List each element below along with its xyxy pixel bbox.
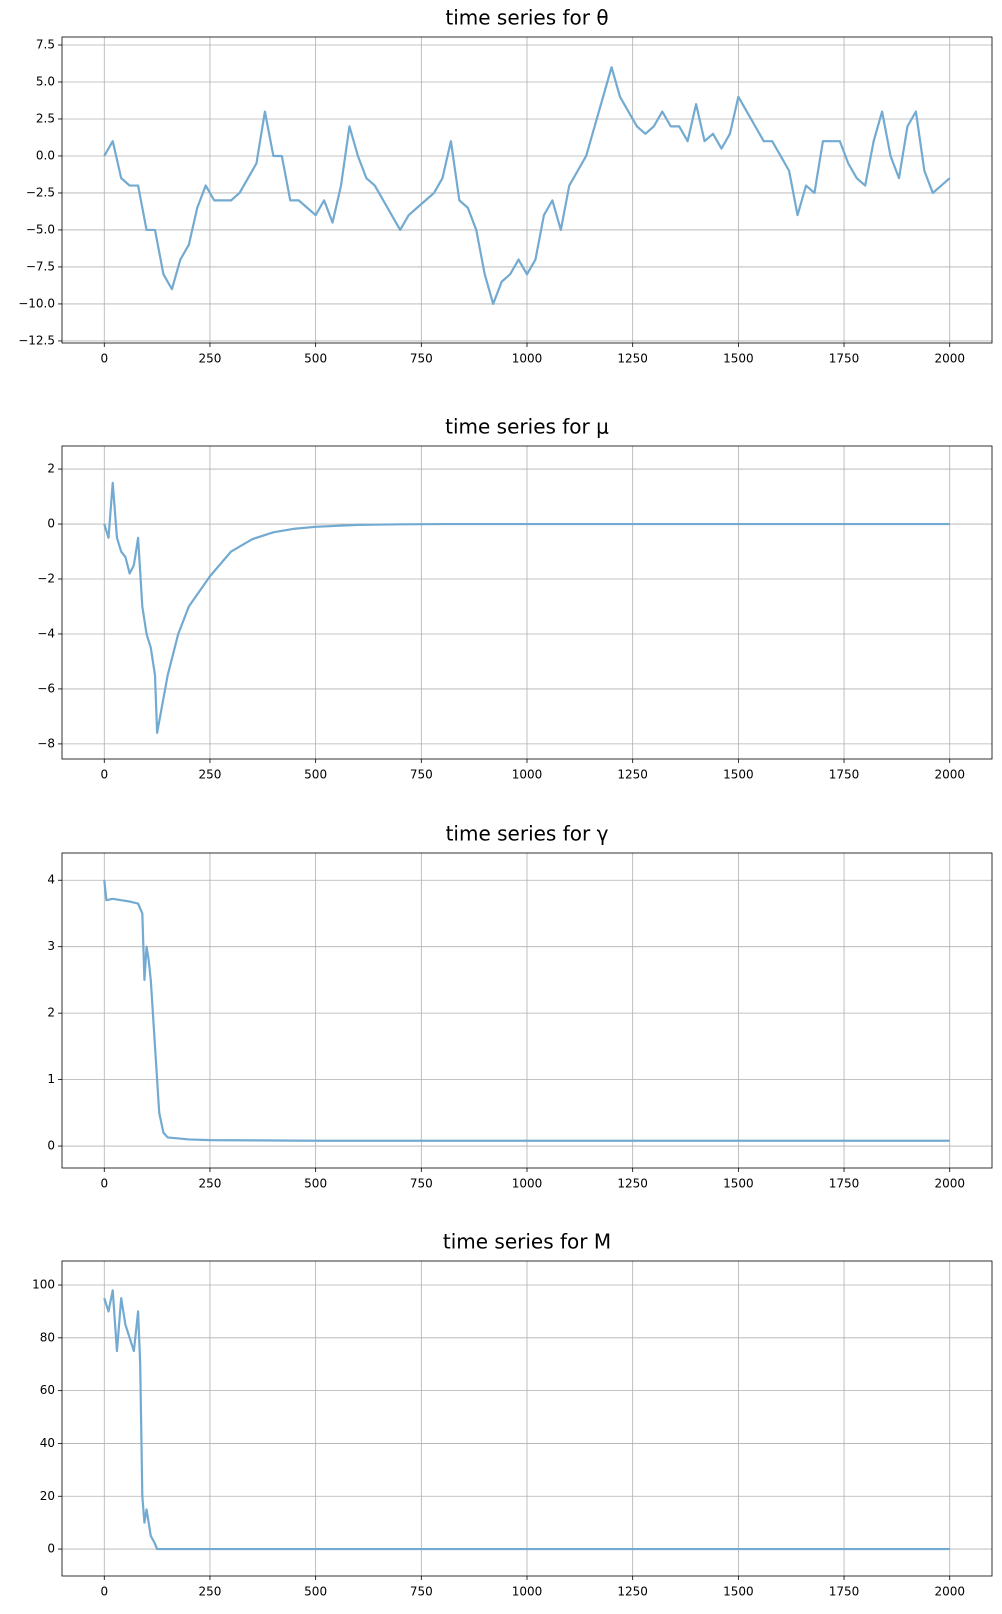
x-tick-label: 0 bbox=[100, 1177, 108, 1191]
chart-title: time series for θ bbox=[445, 6, 608, 30]
x-tick-label: 750 bbox=[410, 352, 433, 366]
x-tick-label: 1000 bbox=[512, 1585, 543, 1599]
x-tick-label: 500 bbox=[304, 1585, 327, 1599]
y-tick-label: 5.0 bbox=[36, 74, 55, 88]
y-tick-label: −7.5 bbox=[26, 259, 55, 273]
data-line bbox=[103, 880, 950, 1142]
y-tick-label: 20 bbox=[40, 1489, 55, 1503]
y-tick-label: 40 bbox=[40, 1436, 55, 1450]
x-tick-label: 250 bbox=[199, 352, 222, 366]
y-tick-label: 0 bbox=[47, 1542, 55, 1556]
axes-frame bbox=[61, 36, 993, 344]
x-tick-label: 1000 bbox=[512, 768, 543, 782]
x-tick-label: 500 bbox=[304, 768, 327, 782]
x-tick-label: 1250 bbox=[617, 352, 648, 366]
x-tick-label: 1250 bbox=[617, 1177, 648, 1191]
x-tick-label: 1750 bbox=[829, 352, 860, 366]
x-tick-label: 2000 bbox=[934, 1585, 965, 1599]
x-tick-label: 500 bbox=[304, 352, 327, 366]
y-tick-label: −5.0 bbox=[26, 222, 55, 236]
x-tick-label: 2000 bbox=[934, 1177, 965, 1191]
x-tick-label: 250 bbox=[199, 768, 222, 782]
x-tick-label: 0 bbox=[100, 352, 108, 366]
x-tick-label: 1250 bbox=[617, 1585, 648, 1599]
y-tick-label: 7.5 bbox=[36, 37, 55, 51]
x-tick-label: 1750 bbox=[829, 768, 860, 782]
y-tick-label: 0 bbox=[47, 517, 55, 531]
x-tick-label: 2000 bbox=[934, 768, 965, 782]
y-tick-label: 2.5 bbox=[36, 111, 55, 125]
x-tick-label: 0 bbox=[100, 768, 108, 782]
x-tick-label: 1500 bbox=[723, 352, 754, 366]
data-line bbox=[103, 481, 950, 734]
axes-frame bbox=[61, 852, 993, 1169]
data-line bbox=[103, 1289, 950, 1551]
y-tick-label: 0 bbox=[47, 1139, 55, 1153]
y-tick-label: 2 bbox=[47, 1006, 55, 1020]
x-tick-label: 750 bbox=[410, 1585, 433, 1599]
axes-frame bbox=[61, 1260, 993, 1577]
y-tick-label: −8 bbox=[37, 736, 55, 750]
x-tick-label: 1250 bbox=[617, 768, 648, 782]
x-tick-label: 1500 bbox=[723, 768, 754, 782]
x-tick-label: 1500 bbox=[723, 1585, 754, 1599]
data-line bbox=[103, 66, 951, 306]
x-tick-label: 750 bbox=[410, 1177, 433, 1191]
y-tick-label: 3 bbox=[47, 939, 55, 953]
x-tick-label: 0 bbox=[100, 1585, 108, 1599]
y-tick-label: −2.5 bbox=[26, 185, 55, 199]
chart-title: time series for M bbox=[443, 1230, 611, 1254]
y-tick-label: −6 bbox=[37, 681, 55, 695]
chart-title: time series for μ bbox=[445, 415, 609, 439]
y-tick-label: −4 bbox=[37, 626, 55, 640]
y-tick-label: 1 bbox=[47, 1072, 55, 1086]
y-tick-label: 4 bbox=[47, 873, 55, 887]
y-tick-label: 0.0 bbox=[36, 148, 55, 162]
y-tick-label: −12.5 bbox=[18, 333, 55, 347]
x-tick-label: 2000 bbox=[934, 352, 965, 366]
y-tick-label: −10.0 bbox=[18, 296, 55, 310]
x-tick-label: 500 bbox=[304, 1177, 327, 1191]
chart-title: time series for γ bbox=[446, 822, 609, 846]
y-tick-label: 2 bbox=[47, 462, 55, 476]
y-tick-label: 60 bbox=[40, 1383, 55, 1397]
x-tick-label: 250 bbox=[199, 1585, 222, 1599]
x-tick-label: 1000 bbox=[512, 1177, 543, 1191]
axes-frame bbox=[61, 445, 993, 760]
y-tick-label: −2 bbox=[37, 572, 55, 586]
x-tick-label: 1750 bbox=[829, 1177, 860, 1191]
x-tick-label: 1000 bbox=[512, 352, 543, 366]
x-tick-label: 1500 bbox=[723, 1177, 754, 1191]
y-tick-label: 80 bbox=[40, 1330, 55, 1344]
x-tick-label: 1750 bbox=[829, 1585, 860, 1599]
x-tick-label: 250 bbox=[199, 1177, 222, 1191]
x-tick-label: 750 bbox=[410, 768, 433, 782]
y-tick-label: 100 bbox=[32, 1278, 55, 1292]
